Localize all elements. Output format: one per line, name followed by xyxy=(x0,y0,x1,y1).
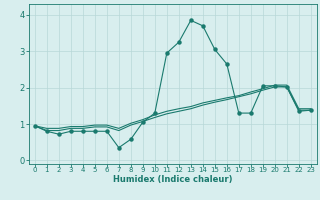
X-axis label: Humidex (Indice chaleur): Humidex (Indice chaleur) xyxy=(113,175,233,184)
